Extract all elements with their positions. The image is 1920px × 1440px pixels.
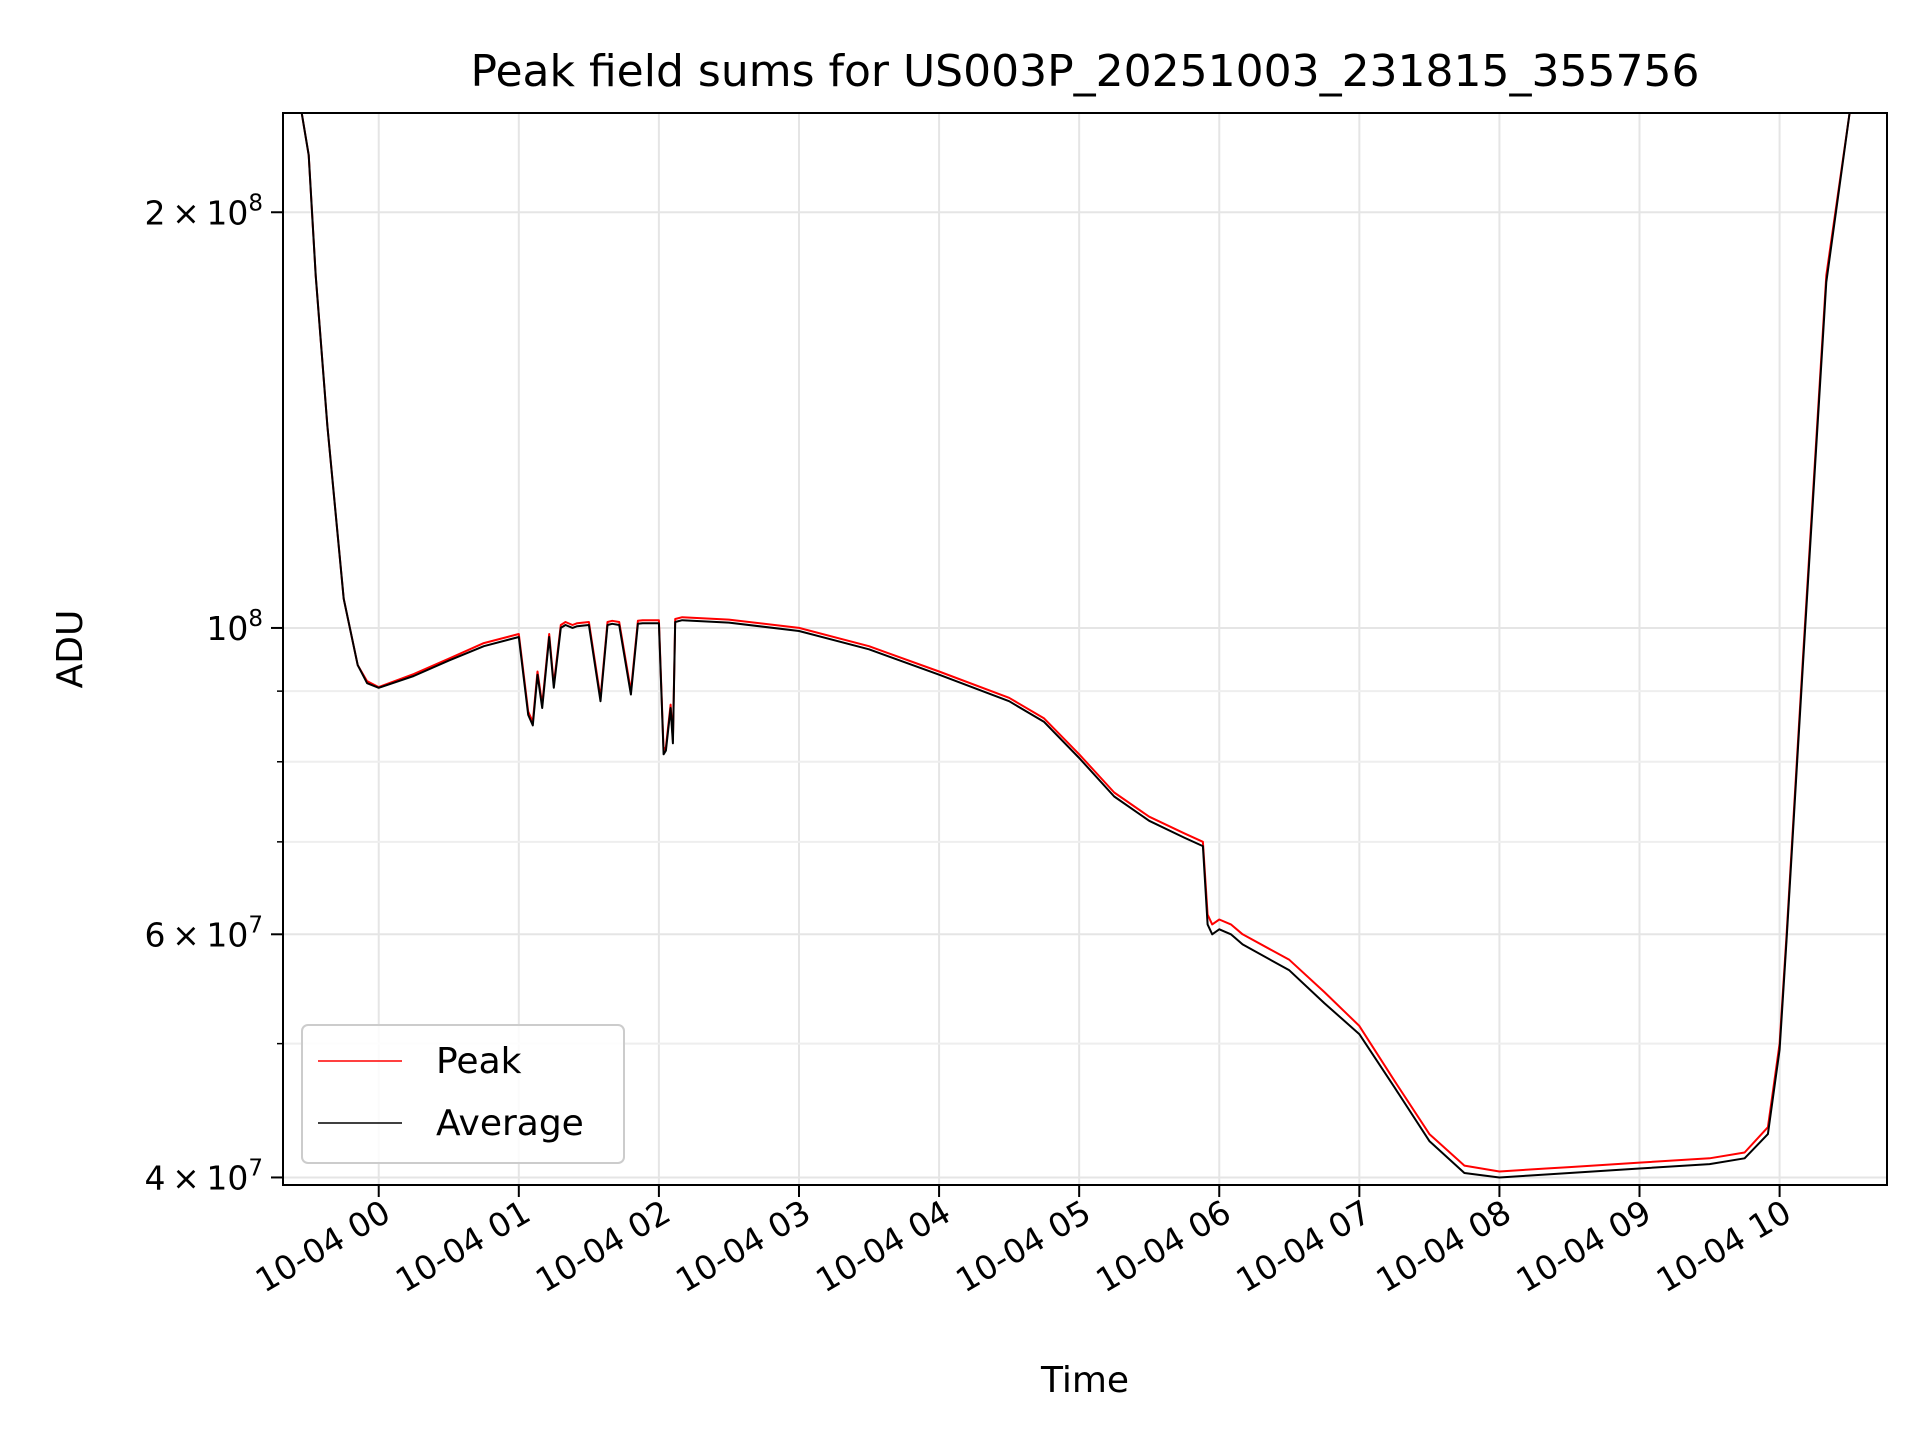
y-tick-label: 4 × 107: [145, 1155, 263, 1197]
legend: Peak Average: [301, 1024, 625, 1164]
legend-label-peak: Peak: [436, 1041, 522, 1082]
y-axis: 2 × 108 108 6 × 107 4 × 107: [145, 190, 283, 1197]
legend-box: [301, 1024, 625, 1164]
series-layer: [283, 113, 1887, 1179]
y-tick-label: 6 × 107: [145, 912, 263, 954]
series-line-average: [283, 113, 1887, 1179]
legend-label-average: Average: [436, 1103, 584, 1144]
y-tick-label: 2 × 108: [145, 190, 263, 232]
chart-title: Peak field sums for US003P_20251003_2318…: [471, 46, 1700, 97]
y-axis-label: ADU: [50, 610, 91, 689]
x-axis-label: Time: [1040, 1360, 1129, 1401]
y-tick-label: 108: [206, 606, 263, 648]
plot-frame: [282, 112, 1888, 1186]
